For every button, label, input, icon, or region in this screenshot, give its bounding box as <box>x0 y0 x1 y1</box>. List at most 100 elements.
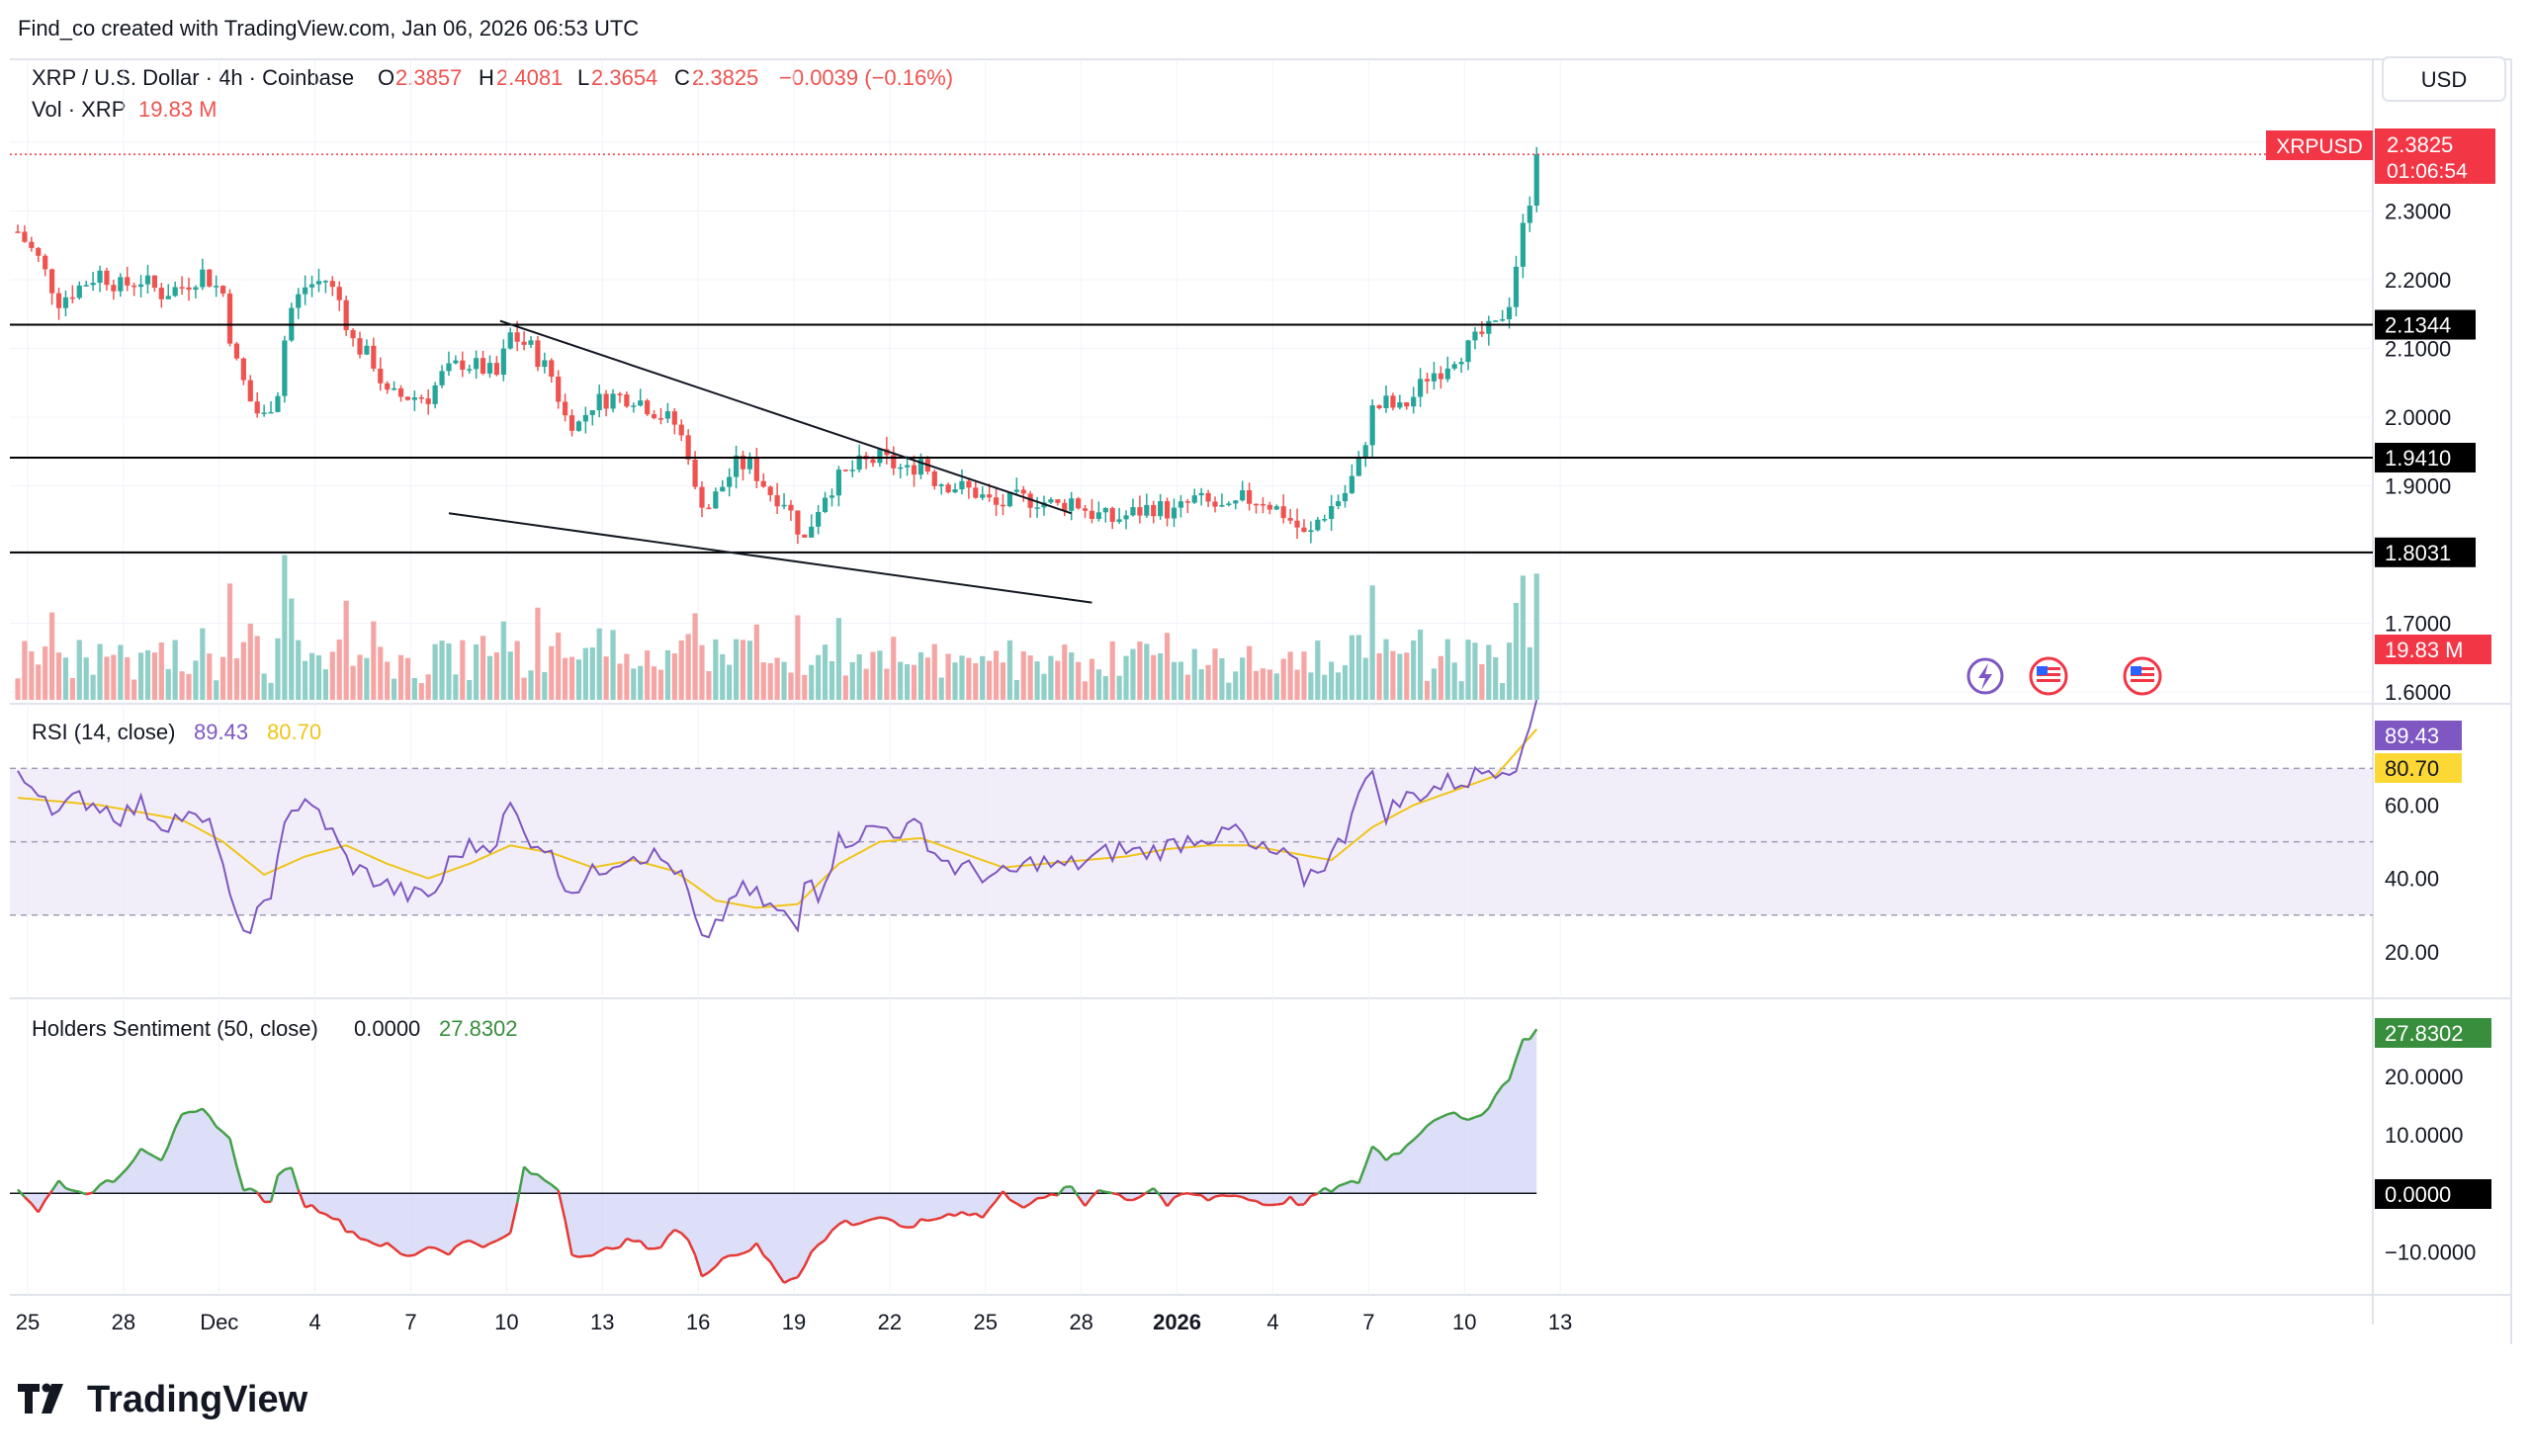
volume-bar <box>1322 674 1328 700</box>
volume-bar <box>500 621 506 700</box>
volume-bar <box>76 640 82 700</box>
candle-body <box>83 285 89 287</box>
volume-bar <box>289 598 295 700</box>
volume-bar <box>1390 650 1396 700</box>
holders-line-segment <box>585 1253 593 1258</box>
candle-body <box>364 345 370 355</box>
candle-body <box>207 269 213 287</box>
candle-body <box>596 393 602 410</box>
rsi-tick-label: 40.00 <box>2385 867 2439 892</box>
volume-bar <box>1191 648 1197 700</box>
volume-bar <box>397 654 404 700</box>
level-badge-value: 1.9410 <box>2385 446 2451 471</box>
holders-line-segment <box>1242 1195 1251 1202</box>
holders-line-segment <box>509 1202 519 1234</box>
time-tick-label: 16 <box>686 1310 710 1334</box>
candle-body <box>111 285 117 292</box>
holders-line-segment <box>1378 1151 1387 1161</box>
volume-bar <box>795 615 801 700</box>
time-tick-label: 25 <box>974 1310 998 1334</box>
volume-bar <box>1486 644 1492 700</box>
candle-body <box>240 358 246 381</box>
currency-button[interactable]: USD <box>2382 56 2506 102</box>
holders-line-segment <box>1022 1202 1031 1209</box>
candle-body <box>158 288 164 300</box>
holders-line-segment <box>618 1238 628 1248</box>
holders-line-segment <box>1282 1195 1292 1205</box>
lightning-icon[interactable] <box>1966 657 2004 695</box>
holders-line-segment <box>37 1199 46 1214</box>
time-tick-label: 7 <box>404 1310 416 1334</box>
legend-l-label: L <box>577 65 589 90</box>
volume-bar <box>802 674 808 700</box>
legend-change: −0.0039 (−0.16%) <box>779 65 953 90</box>
volume-bar <box>1533 573 1539 700</box>
holders-line-segment <box>393 1246 402 1255</box>
candle-body <box>378 368 384 384</box>
holders-line-segment <box>1146 1187 1155 1194</box>
volume-bar <box>1411 640 1417 700</box>
holders-line-segment <box>359 1237 368 1242</box>
holders-line-segment <box>1235 1194 1243 1199</box>
candle-body <box>303 287 308 295</box>
candle-body <box>1095 512 1101 519</box>
volume-bar <box>125 657 131 700</box>
candle-body <box>1240 489 1246 501</box>
holders-line-segment <box>1036 1196 1045 1200</box>
candle-body <box>1451 364 1457 369</box>
holders-line-segment <box>78 1190 87 1196</box>
volume-bar <box>549 645 555 700</box>
candle-body <box>651 414 657 419</box>
candle-body <box>835 470 841 496</box>
candle-body <box>1404 402 1410 407</box>
candle-body <box>1260 503 1266 506</box>
holders-line-segment <box>693 1254 704 1277</box>
holders-line-segment <box>24 1196 33 1205</box>
candle-body <box>1226 503 1232 505</box>
holders-line-segment <box>1221 1194 1229 1198</box>
candle-body <box>1424 379 1431 382</box>
holders-line-segment <box>208 1115 218 1128</box>
holders-line-segment <box>106 1178 115 1184</box>
holders-line-segment <box>626 1237 635 1242</box>
tradingview-logo[interactable]: TradingView <box>18 1379 308 1420</box>
volume-bar <box>727 664 733 700</box>
volume-bar <box>1329 661 1335 700</box>
candle-body <box>220 286 226 294</box>
holders-line-segment <box>481 1242 491 1248</box>
time-tick-label: 28 <box>1069 1310 1092 1334</box>
resistance-trendline[interactable] <box>499 319 1072 515</box>
volume-bar <box>1041 673 1047 700</box>
holders-line-segment <box>448 1245 457 1256</box>
candle-body <box>1247 489 1253 504</box>
holders-line-segment <box>160 1146 170 1161</box>
time-tick-label: 2026 <box>1153 1310 1201 1334</box>
holders-line-segment <box>1433 1116 1441 1122</box>
candle-body <box>1006 491 1012 507</box>
holders-line-segment <box>995 1190 1004 1202</box>
support-trendline[interactable] <box>448 512 1092 604</box>
us-flag-icon[interactable] <box>2123 656 2162 696</box>
volume-bar <box>1233 671 1239 700</box>
candle-body <box>275 395 281 412</box>
volume-bar <box>315 654 322 700</box>
volume-bar <box>589 647 595 700</box>
volume-bar <box>432 643 438 700</box>
volume-bar <box>1493 656 1499 700</box>
holders-tick-label: 20.0000 <box>2385 1065 2464 1089</box>
rsi-panel: 20.00 40.00 60.00 <box>10 700 2439 965</box>
candle-body <box>453 360 459 364</box>
holders-line-segment <box>612 1245 621 1250</box>
legend-l-value: 2.3654 <box>591 65 657 90</box>
holders-line-segment <box>550 1183 560 1192</box>
us-flag-icon[interactable] <box>2029 656 2068 696</box>
holders-line-segment <box>1276 1202 1284 1206</box>
candle-body <box>542 360 548 368</box>
holders-line-segment <box>1345 1179 1353 1185</box>
candle-body <box>97 270 103 284</box>
candle-body <box>1533 154 1539 207</box>
candle-body <box>1369 405 1375 446</box>
candle-body <box>1308 530 1314 533</box>
price-tick-label: 2.0000 <box>2385 405 2451 430</box>
